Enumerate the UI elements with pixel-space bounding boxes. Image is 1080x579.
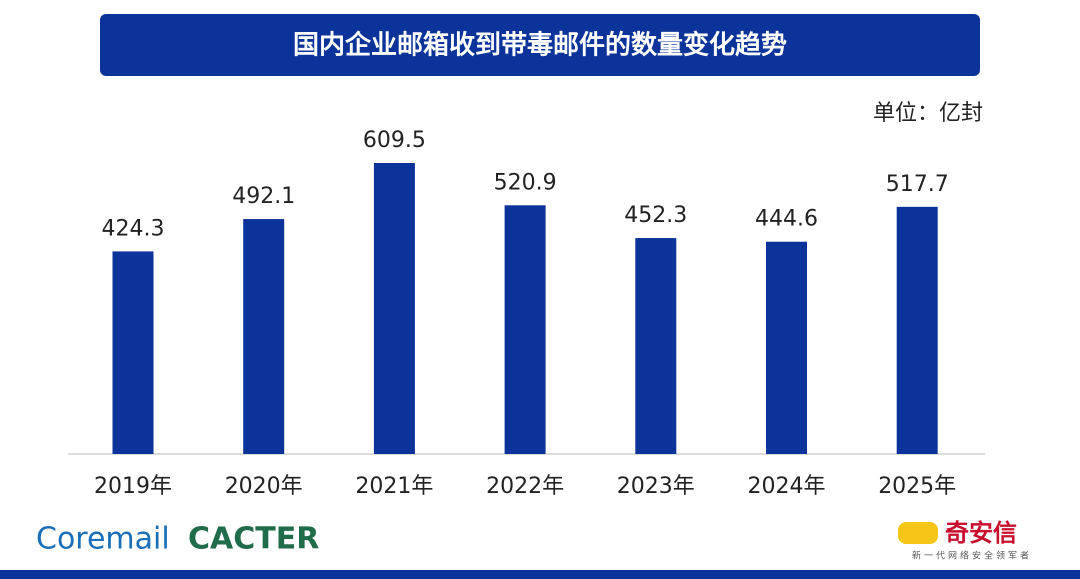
x-tick-label: 2021年 <box>355 474 433 499</box>
data-label: 609.5 <box>363 128 426 153</box>
data-label: 517.7 <box>886 172 949 197</box>
logo-qianxin: 奇安信 <box>945 519 1017 547</box>
unit-label: 单位：亿封 <box>873 101 983 126</box>
logo-slogan: 新一代网络安全领军者 <box>912 550 1032 562</box>
x-tick-label: 2022年 <box>486 474 564 499</box>
title-banner <box>100 14 980 76</box>
bar <box>896 206 938 454</box>
bar <box>243 219 285 454</box>
logo-cacter: CACTER <box>188 522 319 557</box>
x-tick-label: 2020年 <box>225 474 303 499</box>
footer-strip <box>0 570 1080 579</box>
x-tick-label: 2019年 <box>94 474 172 499</box>
logo-coremail: Coremail <box>36 522 170 557</box>
bar <box>112 251 154 454</box>
chart-title: 国内企业邮箱收到带毒邮件的数量变化趋势 <box>293 30 787 61</box>
data-label: 520.9 <box>494 170 557 195</box>
x-tick-label: 2023年 <box>617 474 695 499</box>
x-tick-label: 2024年 <box>748 474 826 499</box>
x-tick-label: 2025年 <box>878 474 956 499</box>
bar <box>504 205 546 454</box>
data-label: 492.1 <box>232 184 295 209</box>
bar <box>766 241 807 454</box>
data-label: 452.3 <box>624 203 687 228</box>
bar <box>635 238 677 454</box>
data-label: 424.3 <box>102 216 165 241</box>
data-label: 444.6 <box>755 207 818 232</box>
logo-mark <box>898 522 938 544</box>
bar <box>373 163 415 454</box>
